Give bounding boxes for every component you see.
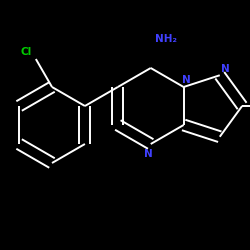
Text: N: N (144, 149, 153, 159)
Text: Cl: Cl (20, 47, 32, 57)
Text: N: N (222, 64, 230, 74)
Text: NH₂: NH₂ (155, 34, 177, 44)
Text: N: N (182, 75, 191, 85)
